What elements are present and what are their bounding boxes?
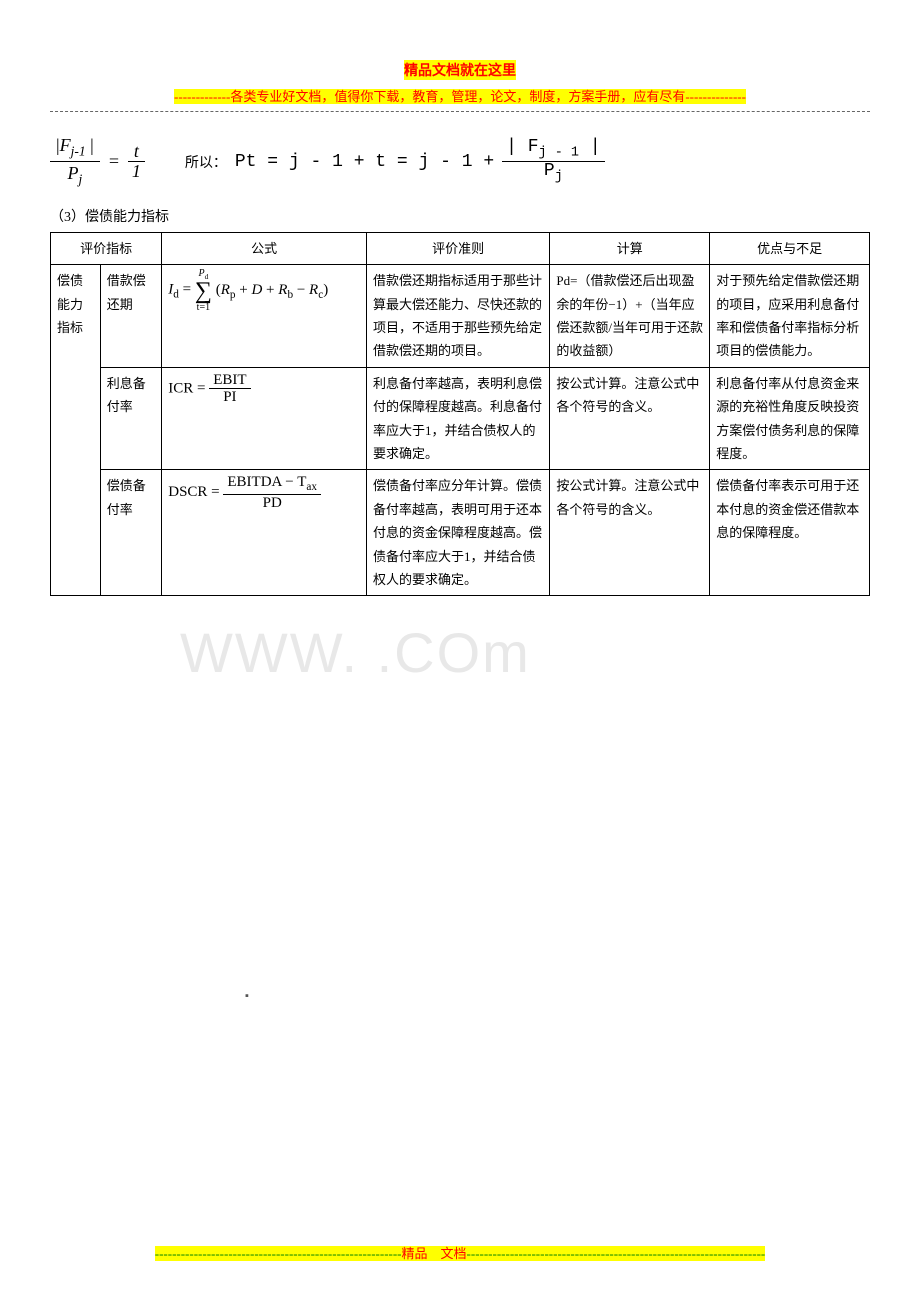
formula-1: |Fj-1 | Pj = t 1 bbox=[50, 136, 145, 188]
col-header: 评价指标 bbox=[51, 232, 162, 264]
sub-label-cell: 利息备付率 bbox=[100, 367, 162, 470]
criterion-cell: 借款偿还期指标适用于那些计算最大偿还能力、尽快还款的项目，不适用于那些预先给定借… bbox=[366, 265, 549, 368]
header-dashes-left: ------------- bbox=[174, 89, 230, 104]
col-header: 优点与不足 bbox=[710, 232, 870, 264]
table-header-row: 评价指标 公式 评价准则 计算 优点与不足 bbox=[51, 232, 870, 264]
col-header: 计算 bbox=[550, 232, 710, 264]
calc-cell: 按公式计算。注意公式中各个符号的含义。 bbox=[550, 470, 710, 596]
formula-cell: ICR = EBIT PI bbox=[162, 367, 367, 470]
decorative-icon: ▪ bbox=[245, 990, 249, 1002]
footer-dashes-left: ----------------------------------------… bbox=[155, 1246, 402, 1261]
criterion-cell: 偿债备付率应分年计算。偿债备付率越高，表明可用于还本付息的资金保障程度越高。偿债… bbox=[366, 470, 549, 596]
formula-2: 所以： Pt = j - 1 + t = j - 1 + | Fj - 1 | … bbox=[185, 138, 605, 186]
formula-row: |Fj-1 | Pj = t 1 所以： Pt = j - 1 + t = j … bbox=[50, 136, 870, 188]
table-row: 利息备付率 ICR = EBIT PI 利息备付率越高，表明利息偿付的保障程度越… bbox=[51, 367, 870, 470]
formula-cell: DSCR = EBITDA − Tax PD bbox=[162, 470, 367, 596]
header-subtitle-text: 各类专业好文档，值得你下载，教育，管理，论文，制度，方案手册，应有尽有 bbox=[230, 89, 685, 104]
formula-cell: Id = Pd ∑ t=1 (Rp + D + Rb − Rc) bbox=[162, 265, 367, 368]
header-divider bbox=[50, 111, 870, 112]
indicators-table: 评价指标 公式 评价准则 计算 优点与不足 偿债能力指标 借款偿还期 Id = … bbox=[50, 232, 870, 596]
section-label: （3）偿债能力指标 bbox=[50, 206, 870, 226]
calc-cell: Pd=（借款偿还后出现盈余的年份−1）+（当年应偿还款额/当年可用于还款的收益额… bbox=[550, 265, 710, 368]
watermark-text: WWW. .COm bbox=[180, 620, 531, 685]
header-subtitle: -------------各类专业好文档，值得你下载，教育，管理，论文，制度，方… bbox=[50, 86, 870, 105]
sub-label-cell: 偿债备付率 bbox=[100, 470, 162, 596]
pros-cell: 偿债备付率表示可用于还本付息的资金偿还借款本息的保障程度。 bbox=[710, 470, 870, 596]
pros-cell: 利息备付率从付息资金来源的充裕性角度反映投资方案偿付债务利息的保障程度。 bbox=[710, 367, 870, 470]
col-header: 评价准则 bbox=[366, 232, 549, 264]
header-dashes-right: -------------- bbox=[685, 89, 746, 104]
pros-cell: 对于预先给定借款偿还期的项目，应采用利息备付率和偿债备付率指标分析项目的偿债能力… bbox=[710, 265, 870, 368]
header-title-wrap: 精品文档就在这里 bbox=[50, 60, 870, 82]
calc-cell: 按公式计算。注意公式中各个符号的含义。 bbox=[550, 367, 710, 470]
col-header: 公式 bbox=[162, 232, 367, 264]
group-label-cell: 偿债能力指标 bbox=[51, 265, 101, 596]
header-title: 精品文档就在这里 bbox=[404, 60, 516, 80]
page-footer: ----------------------------------------… bbox=[50, 1243, 870, 1262]
criterion-cell: 利息备付率越高，表明利息偿付的保障程度越高。利息备付率应大于1，并结合债权人的要… bbox=[366, 367, 549, 470]
footer-text: 精品 文档 bbox=[402, 1246, 467, 1261]
sub-label-cell: 借款偿还期 bbox=[100, 265, 162, 368]
table-row: 偿债备付率 DSCR = EBITDA − Tax PD 偿债备付率应分年计算。… bbox=[51, 470, 870, 596]
footer-dashes-right: ----------------------------------------… bbox=[467, 1246, 766, 1261]
table-row: 偿债能力指标 借款偿还期 Id = Pd ∑ t=1 (Rp + D + Rb … bbox=[51, 265, 870, 368]
